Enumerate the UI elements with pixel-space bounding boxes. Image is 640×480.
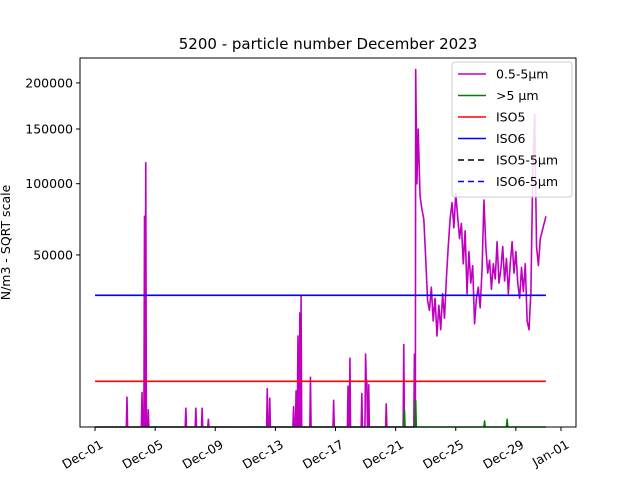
y-tick-label: 50000	[33, 247, 73, 262]
chart-title: 5200 - particle number December 2023	[179, 35, 478, 53]
y-tick-label: 150000	[25, 122, 73, 137]
legend-label: ISO5	[496, 110, 525, 125]
series-line-0	[95, 68, 547, 428]
plot-frame	[79, 57, 577, 428]
legend-label: ISO6-5µm	[496, 174, 558, 189]
legend-label: ISO6	[496, 131, 525, 146]
y-tick-label: 200000	[25, 75, 73, 90]
legend-label: ISO5-5µm	[496, 153, 558, 168]
y-axis-label: N/m3 - SQRT scale	[0, 184, 13, 300]
y-tick-label: 100000	[25, 176, 73, 191]
legend-label: 0.5-5µm	[496, 67, 548, 82]
plot-area-border	[79, 57, 577, 428]
legend: 0.5-5µm >5 µm ISO5 ISO6 ISO5-5µm ISO6-5µm	[451, 61, 573, 198]
legend-label: >5 µm	[496, 88, 539, 103]
